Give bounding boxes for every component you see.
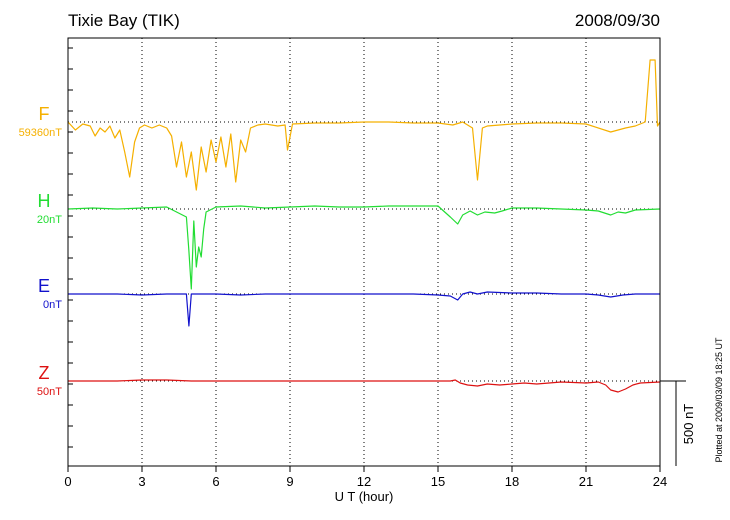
x-tick-label: 6 bbox=[212, 474, 219, 489]
series-line-f bbox=[67, 59, 661, 191]
x-tick-label: 0 bbox=[64, 474, 71, 489]
chart-title: Tixie Bay (TIK) bbox=[68, 11, 180, 30]
series-line-z bbox=[68, 379, 661, 393]
x-tick-label: 18 bbox=[505, 474, 519, 489]
series-name-z: Z bbox=[39, 363, 50, 383]
series-line-e bbox=[68, 291, 660, 327]
series-line-h bbox=[67, 205, 661, 290]
series-baseline-label-e: 0nT bbox=[43, 299, 62, 311]
chart-date: 2008/09/30 bbox=[575, 11, 660, 30]
x-tick-label: 12 bbox=[357, 474, 371, 489]
series-baseline-label-f: 59360nT bbox=[19, 127, 63, 139]
x-tick-label: 9 bbox=[286, 474, 293, 489]
plotted-note: Plotted at 2009/03/09 18:25 UT bbox=[714, 337, 724, 463]
x-axis: 0 3 6 9 12 15 18 21 24 bbox=[64, 47, 667, 489]
x-tick-label: 24 bbox=[653, 474, 667, 489]
x-tick-label: 3 bbox=[138, 474, 145, 489]
grid bbox=[141, 38, 587, 466]
series-baseline-label-z: 50nT bbox=[37, 386, 62, 398]
x-axis-label: U T (hour) bbox=[335, 489, 394, 504]
component-labels: F 59360nT H 20nT E 0nT Z 50nT bbox=[19, 104, 63, 398]
scale-bar-label: 500 nT bbox=[681, 404, 696, 445]
series-name-h: H bbox=[38, 191, 51, 211]
series-baseline-label-h: 20nT bbox=[37, 214, 62, 226]
x-tick-label: 15 bbox=[431, 474, 445, 489]
scale-bar: 500 nT bbox=[660, 380, 696, 466]
x-tick-label: 21 bbox=[579, 474, 593, 489]
series-name-f: F bbox=[39, 104, 50, 124]
series-name-e: E bbox=[38, 276, 50, 296]
series-layer bbox=[67, 59, 661, 393]
